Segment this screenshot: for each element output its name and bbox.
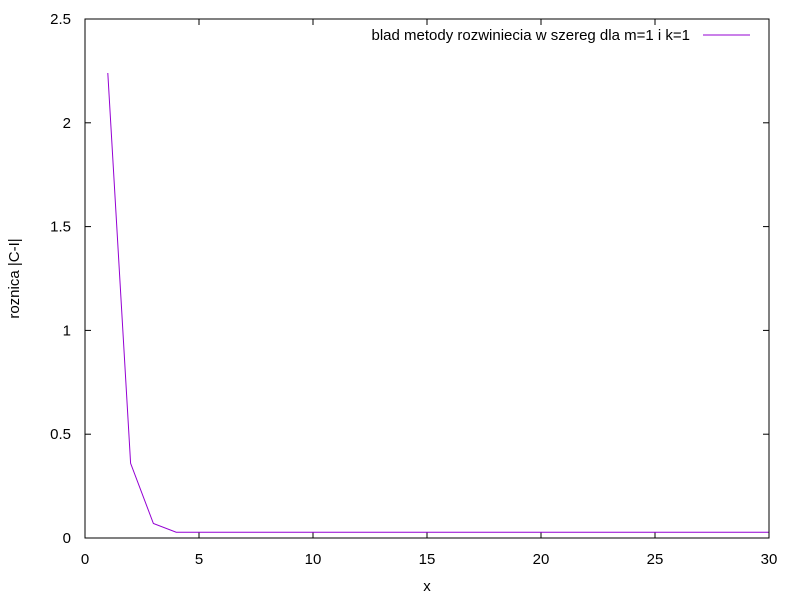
y-tick-label: 0 [63, 530, 71, 547]
x-axis-label: x [423, 578, 431, 595]
y-tick-label: 1.5 [50, 219, 71, 236]
x-tick-labels: 0 5 10 15 20 25 30 [81, 551, 778, 568]
x-tick-label: 25 [647, 551, 664, 568]
x-tick-label: 30 [761, 551, 778, 568]
x-tick-label: 10 [305, 551, 322, 568]
series-layer [107, 72, 769, 533]
plot-frame [84, 18, 770, 539]
y-tick-labels: 0 0.5 1 1.5 2 2.5 [50, 11, 71, 547]
x-tick-label: 0 [81, 551, 89, 568]
x-tick-label: 15 [419, 551, 436, 568]
x-tick-label: 20 [533, 551, 550, 568]
legend: blad metody rozwiniecia w szereg dla m=1… [372, 27, 750, 44]
y-axis-label: roznica |C-I| [6, 238, 23, 318]
y-tick-label: 2.5 [50, 11, 71, 28]
y-tick-label: 0.5 [50, 426, 71, 443]
series-line [107, 72, 769, 533]
tick-marks [84, 18, 770, 539]
legend-label: blad metody rozwiniecia w szereg dla m=1… [372, 27, 691, 44]
x-tick-label: 5 [195, 551, 203, 568]
y-tick-label: 2 [63, 115, 71, 132]
y-tick-label: 1 [63, 322, 71, 339]
